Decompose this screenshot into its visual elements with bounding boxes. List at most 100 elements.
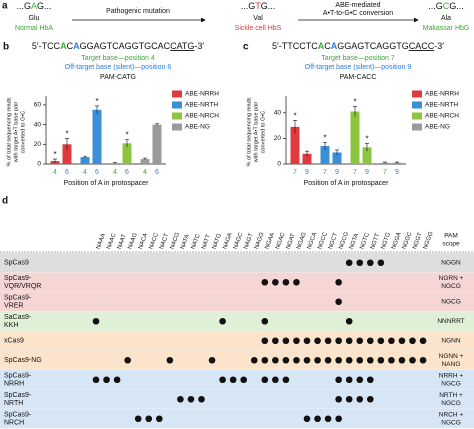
pam-dot bbox=[250, 356, 258, 364]
x-axis-label: Position of A in protospacer bbox=[304, 180, 389, 187]
pam-header: NACC bbox=[148, 232, 160, 251]
scope-header: scope bbox=[442, 241, 460, 248]
sequence-part: CATG bbox=[170, 41, 194, 51]
pam-header: NGGA bbox=[391, 232, 403, 251]
legend-swatch bbox=[172, 112, 182, 120]
pam-dot bbox=[261, 317, 269, 325]
pam-dot bbox=[419, 356, 427, 364]
legend-swatch bbox=[412, 112, 422, 120]
sequence-part: GGAGTCAGGTG bbox=[337, 41, 409, 51]
amino-acid: Val bbox=[253, 15, 263, 22]
sequence-part: 5′-TCC bbox=[32, 41, 61, 51]
protein-name: Makassar HbG bbox=[423, 25, 470, 32]
pam-dot bbox=[272, 337, 279, 345]
legend-swatch bbox=[412, 90, 422, 98]
row-name: xCas9 bbox=[4, 338, 24, 345]
pam-header: NGTG bbox=[381, 232, 393, 251]
arrow-label: A•T-to-G•C conversion bbox=[323, 10, 393, 17]
y-tick-label: 20 bbox=[274, 135, 282, 142]
error-bar bbox=[53, 158, 57, 164]
pam-dot bbox=[335, 337, 342, 345]
pam-dot bbox=[409, 356, 416, 364]
bar bbox=[332, 152, 342, 164]
sequence-part: -3′ bbox=[194, 41, 204, 51]
pam-header: NAGT bbox=[243, 232, 254, 250]
x-tick-label: 9 bbox=[335, 169, 339, 176]
pam-header: NGAT bbox=[286, 233, 297, 251]
pam-dot bbox=[177, 395, 184, 403]
pam-dot bbox=[303, 415, 311, 423]
pam-dot bbox=[388, 356, 395, 364]
pam-dot bbox=[335, 278, 342, 286]
pam-dot bbox=[92, 376, 100, 384]
bar bbox=[140, 159, 150, 164]
y-tick-label: 20 bbox=[34, 141, 42, 148]
bar bbox=[62, 144, 72, 164]
row-background bbox=[0, 272, 474, 292]
significance: * bbox=[53, 150, 56, 159]
pam-header: NAAC bbox=[106, 232, 118, 250]
pam-dot bbox=[367, 259, 374, 267]
pam-dot bbox=[335, 395, 342, 403]
bar bbox=[320, 146, 330, 164]
pam-dot bbox=[240, 376, 247, 384]
pam-dot bbox=[356, 337, 364, 345]
error-bar bbox=[383, 161, 387, 164]
pam-header: NATC bbox=[191, 233, 202, 251]
row-background bbox=[0, 389, 474, 409]
sequence-part: CACC bbox=[409, 41, 435, 51]
error-bar bbox=[365, 143, 369, 152]
row-name: SpCas9-NG bbox=[4, 357, 42, 364]
pam-header: NGTA bbox=[349, 233, 360, 250]
row-background bbox=[0, 311, 474, 331]
pam-dot bbox=[377, 337, 385, 345]
x-tick-label: 9 bbox=[305, 169, 309, 176]
error-bar bbox=[335, 149, 339, 156]
pam-label: PAM-CATG bbox=[100, 74, 136, 81]
row-scope: NGCG bbox=[441, 400, 461, 407]
pam-dot bbox=[314, 415, 321, 423]
pam-dot bbox=[388, 337, 395, 345]
pam-dot bbox=[335, 356, 342, 364]
pam-dot bbox=[113, 376, 121, 384]
row-scope: NGCG bbox=[441, 283, 461, 290]
pam-dot bbox=[314, 337, 321, 345]
pam-dot bbox=[398, 337, 406, 345]
bar bbox=[80, 157, 90, 164]
pam-dot bbox=[282, 278, 290, 286]
legend-label: ABE-NG bbox=[185, 124, 210, 131]
sequence-part: C bbox=[324, 41, 331, 51]
arrow-label: Pathogenic mutation bbox=[106, 8, 170, 15]
y-tick-label: 0 bbox=[37, 161, 41, 168]
bar bbox=[152, 124, 162, 164]
row-name: SpCas9- bbox=[4, 373, 32, 380]
significance: * bbox=[65, 130, 68, 139]
y-tick-label: 60 bbox=[34, 102, 42, 109]
error-bar bbox=[395, 161, 399, 164]
row-name: SpCas9- bbox=[4, 412, 32, 419]
pam-dot bbox=[345, 259, 353, 267]
panel-label: a bbox=[2, 1, 8, 12]
y-axis-label: % of total sequencing reads bbox=[6, 97, 12, 166]
pam-dot bbox=[335, 298, 342, 306]
error-bar bbox=[113, 162, 117, 164]
pam-dot bbox=[377, 259, 385, 267]
pam-dot bbox=[261, 278, 269, 286]
pam-dot bbox=[409, 337, 416, 345]
pam-header: NGTT bbox=[370, 233, 381, 251]
row-scope: NRCH + bbox=[439, 411, 464, 418]
sequence: 5′-TCCACAGGAGTCAGGTGCACCATG-3′ bbox=[32, 41, 205, 51]
error-bar bbox=[143, 157, 147, 161]
legend-swatch bbox=[172, 90, 182, 98]
row-scope: NNNRRT bbox=[437, 318, 464, 325]
row-name: KKH bbox=[4, 322, 18, 329]
sequence-part: GGAGTCAGGTGCAC bbox=[80, 41, 171, 51]
legend-label: ABE-NRTH bbox=[425, 102, 458, 109]
pam-dot bbox=[261, 356, 269, 364]
pam-dot bbox=[219, 376, 226, 384]
row-background bbox=[0, 331, 474, 351]
x-tick-label: 4 bbox=[83, 169, 87, 176]
pam-header: NGCA bbox=[307, 232, 319, 250]
row-scope: NANG bbox=[442, 361, 461, 368]
